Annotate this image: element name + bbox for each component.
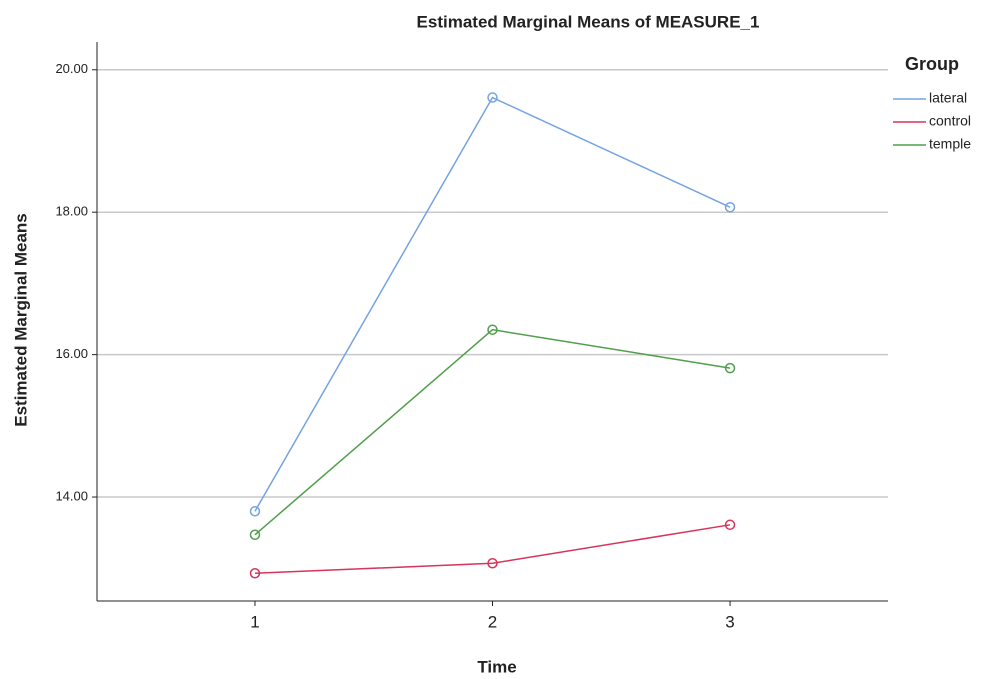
x-axis-label: Time bbox=[477, 657, 516, 676]
chart-title: Estimated Marginal Means of MEASURE_1 bbox=[417, 12, 760, 31]
x-tick-label: 1 bbox=[250, 612, 259, 631]
legend-label: lateral bbox=[929, 90, 967, 106]
x-tick-label: 2 bbox=[488, 612, 497, 631]
y-tick-label: 18.00 bbox=[55, 204, 88, 219]
legend-title: Group bbox=[905, 54, 959, 74]
legend-label: temple bbox=[929, 136, 971, 152]
y-tick-label: 14.00 bbox=[55, 488, 88, 503]
y-tick-label: 20.00 bbox=[55, 61, 88, 76]
x-tick-label: 3 bbox=[725, 612, 734, 631]
legend-label: control bbox=[929, 113, 971, 129]
chart: Estimated Marginal Means of MEASURE_1 Ti… bbox=[0, 0, 987, 679]
y-tick-label: 16.00 bbox=[55, 346, 88, 361]
y-axis-label: Estimated Marginal Means bbox=[11, 213, 30, 427]
